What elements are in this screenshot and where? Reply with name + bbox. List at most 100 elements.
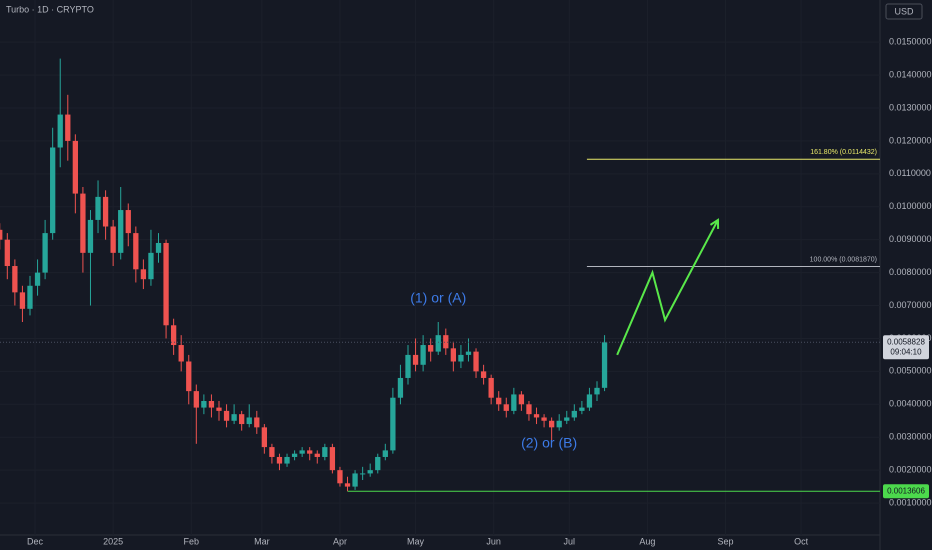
y-tick-label: 0.0030000: [889, 432, 932, 442]
candle-body: [548, 420, 555, 428]
candle-body: [299, 450, 305, 454]
candle-body: [19, 292, 26, 309]
candle-body: [246, 417, 252, 425]
y-tick-label: 0.0120000: [889, 135, 932, 145]
y-tick-label: 0.0150000: [889, 37, 932, 47]
x-tick-label: Apr: [333, 536, 347, 546]
candle-body: [12, 266, 18, 293]
candle-body: [314, 453, 320, 457]
x-tick-label: 2025: [103, 536, 123, 546]
candle-body: [4, 239, 10, 267]
candle-body: [239, 414, 245, 425]
candle-body: [133, 233, 139, 270]
y-tick-label: 0.0130000: [889, 102, 932, 112]
x-tick-label: Dec: [27, 536, 44, 546]
currency-box[interactable]: [885, 3, 923, 20]
candle-body: [34, 272, 41, 286]
candle-body: [170, 325, 177, 346]
candle-body: [359, 473, 366, 475]
candle-body: [533, 414, 540, 418]
candle-body: [155, 242, 162, 253]
candle-body: [163, 242, 169, 326]
y-tick-label: 0.0050000: [889, 366, 932, 376]
x-tick-label: Aug: [639, 536, 655, 546]
countdown: 09:04:10: [890, 347, 922, 356]
candle-body: [65, 114, 71, 141]
candle-body: [420, 345, 426, 365]
candle-body: [193, 391, 199, 408]
candle-body: [397, 377, 404, 398]
y-tick-label: 0.0040000: [889, 399, 932, 409]
currency[interactable]: USD: [894, 6, 914, 16]
candle-body: [518, 394, 525, 405]
candle-body: [307, 450, 313, 454]
wave-label: (2) or (B): [521, 435, 577, 451]
candle-body: [27, 285, 33, 309]
candle-body: [601, 342, 608, 388]
candle-body: [465, 351, 472, 355]
candle-body: [42, 233, 48, 273]
candle-body: [428, 345, 434, 352]
candle-body: [458, 354, 464, 362]
candle-body: [87, 219, 94, 253]
candle-body: [102, 196, 109, 227]
candle-body: [276, 456, 283, 464]
candle-body: [208, 401, 215, 408]
candle-body: [118, 210, 124, 253]
candle-body: [50, 147, 56, 234]
candle-body: [344, 483, 351, 487]
support-price-label: 0.0013606: [887, 486, 925, 495]
candle-body: [148, 252, 154, 280]
support-price-box: [883, 484, 929, 499]
candle-body: [110, 226, 116, 253]
candle-body: [261, 427, 267, 448]
x-tick-label: Jun: [486, 536, 501, 546]
y-tick-label: 0.0090000: [889, 234, 932, 244]
candle-body: [443, 335, 449, 349]
candle-body: [450, 348, 457, 362]
y-tick-label: 0.0010000: [889, 497, 932, 507]
candle-body: [95, 196, 101, 220]
candle-body: [526, 404, 532, 415]
y-tick-label: 0.0020000: [889, 465, 932, 475]
candle-body: [594, 387, 600, 395]
candle-body: [367, 470, 373, 474]
candle-body: [579, 407, 585, 411]
candle-body: [0, 229, 3, 240]
candle-body: [72, 140, 78, 194]
arrow-head: [709, 218, 720, 229]
candle-body: [390, 397, 396, 451]
candle-body: [125, 210, 131, 234]
candle-body: [382, 450, 388, 457]
candle-body: [412, 354, 419, 365]
candle-body: [322, 447, 328, 457]
fib-label: 161.80% (0.0114432): [810, 149, 877, 156]
y-tick-label: 0.0100000: [889, 201, 932, 211]
candle-body: [231, 414, 237, 421]
candle-body: [571, 410, 577, 418]
chart-title: Turbo · 1D · CRYPTO: [6, 4, 94, 14]
candle-body: [480, 371, 487, 378]
candle-body: [435, 335, 441, 352]
last-price-box: [883, 335, 929, 360]
y-tick-label: 0.0140000: [889, 69, 932, 79]
candle-body: [541, 417, 547, 421]
candle-body: [503, 404, 509, 411]
candle-body: [291, 453, 298, 457]
candle-body: [352, 473, 358, 487]
candle-body: [223, 410, 230, 421]
candle-body: [201, 401, 207, 408]
candle-body: [473, 351, 479, 372]
candle-body: [254, 417, 260, 428]
candle-body: [564, 417, 570, 421]
candle-body: [329, 447, 336, 471]
wave-label: (1) or (A): [410, 290, 466, 306]
candle-body: [556, 420, 562, 428]
candle-body: [186, 361, 192, 392]
candle-body: [375, 456, 381, 471]
projection-path: [616, 219, 719, 356]
candle-body: [269, 447, 275, 457]
